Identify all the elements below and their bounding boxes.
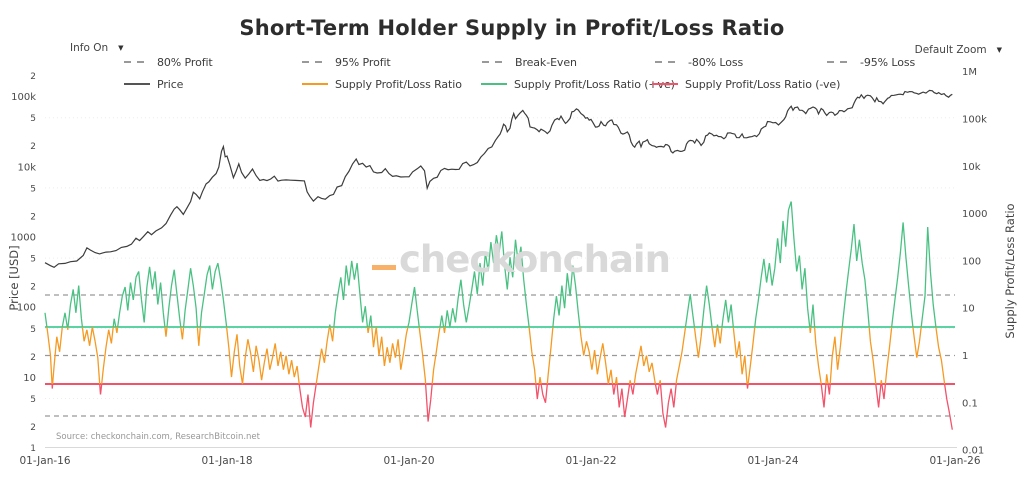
legend-item-break-even[interactable]: Break-Even [482,55,577,69]
y-right-tick: 100 [962,256,981,267]
legend-item--80-loss[interactable]: -80% Loss [655,55,743,69]
legend-label: -80% Loss [688,55,744,69]
y-left-tick: 2 [30,142,36,152]
chart-title: Short-Term Holder Supply in Profit/Loss … [239,16,785,40]
chevron-down-icon: ▼ [996,46,1002,54]
legend-label: Supply Profit/Loss Ratio [335,77,462,91]
y-left-tick: 2 [30,283,36,293]
y-axis-title-right: Supply Profit/Loss Ratio [1003,203,1017,339]
y-left-tick: 2 [30,353,36,363]
legend-sample-solid [302,83,328,85]
legend-sample-solid [124,83,150,85]
x-tick: 01-Jan-16 [19,455,70,467]
y-left-tick: 5 [30,184,36,194]
legend-label: Supply Profit/Loss Ratio (-ve) [685,77,841,91]
legend-sample-dashed [827,61,853,63]
default-zoom-dropdown[interactable]: Default Zoom ▼ [908,42,1008,58]
legend-sample-dashed [124,61,150,63]
y-right-tick: 100k [962,115,987,126]
y-right-tick: 0.1 [962,398,978,409]
x-tick: 01-Jan-24 [747,455,798,467]
y-left-tick: 1000 [11,233,36,244]
y-right-tick: 10 [962,304,975,315]
y-left-tick: 5 [30,114,36,124]
y-left-tick: 1 [30,444,36,454]
y-left-tick: 100k [11,92,36,103]
y-right-tick: 10k [962,162,981,173]
info-on-dropdown[interactable]: Info On ▼ [64,40,130,56]
y-left-tick: 2 [30,423,36,433]
y-left-tick: 10k [17,162,36,173]
legend-item-supply-profit-loss-ratio[interactable]: Supply Profit/Loss Ratio [302,77,462,91]
y-right-tick: 1M [962,67,977,78]
y-axis-title-left: Price [USD] [7,245,21,311]
y-right-tick: 0.01 [962,446,984,457]
ratio-line-positive [44,201,937,328]
legend-sample-dashed [302,61,328,63]
legend-sample-solid [652,83,678,85]
legend-item-80-profit[interactable]: 80% Profit [124,55,213,69]
legend-label: 80% Profit [157,55,213,69]
y-left-tick: 5 [30,395,36,405]
y-left-tick: 2 [30,212,36,222]
legend-sample-solid [481,83,507,85]
x-tick: 01-Jan-22 [565,455,616,467]
y-left-tick: 2 [30,72,36,82]
legend-sample-dashed [655,61,681,63]
y-left-tick: 100 [17,303,36,314]
chevron-down-icon: ▼ [118,44,124,52]
legend-label: -95% Loss [860,55,916,69]
default-zoom-label: Default Zoom [914,44,987,56]
info-on-label: Info On [70,42,109,54]
y-left-tick: 10 [23,373,36,384]
legend-item-95-profit[interactable]: 95% Profit [302,55,391,69]
legend-label: Supply Profit/Loss Ratio (+ve) [514,77,675,91]
ratio-line-negative [51,383,953,430]
legend-item--95-loss[interactable]: -95% Loss [827,55,915,69]
legend-label: 95% Profit [335,55,391,69]
legend-item-supply-profit-loss-ratio-ve-[interactable]: Supply Profit/Loss Ratio (-ve) [652,77,840,91]
y-left-tick: 5 [30,325,36,335]
source-note: Source: checkonchain.com, ResearchBitcoi… [56,432,260,442]
y-left-tick: 5 [30,255,36,265]
legend-item-price[interactable]: Price [124,77,183,91]
y-right-tick: 1000 [962,209,987,220]
y-right-tick: 1 [962,351,968,362]
x-tick: 01-Jan-20 [383,455,434,467]
price-line [44,89,953,268]
x-tick: 01-Jan-26 [929,455,980,467]
ratio-line-mid [46,326,946,385]
legend-label: Break-Even [515,55,577,69]
legend-item-supply-profit-loss-ratio-ve-[interactable]: Supply Profit/Loss Ratio (+ve) [481,77,675,91]
x-tick: 01-Jan-18 [201,455,252,467]
legend-label: Price [157,77,184,91]
legend-sample-dashed [482,61,508,63]
